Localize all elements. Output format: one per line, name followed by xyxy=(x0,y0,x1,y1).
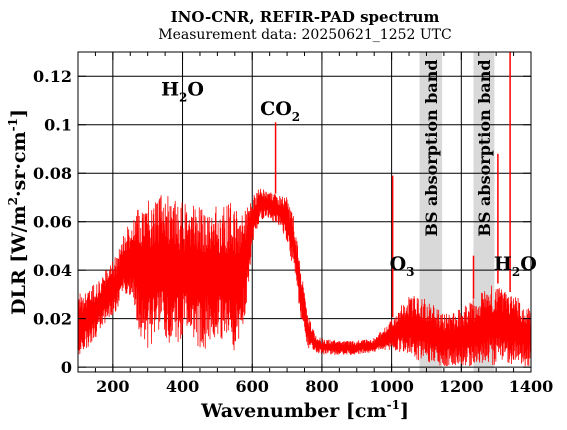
x-axis-title-main: Wavenumber [cm xyxy=(200,400,387,422)
x-tick-label-6: 1200 xyxy=(439,377,484,396)
y-tick-label-6: 0.1 xyxy=(44,116,72,135)
spectrum-line-1 xyxy=(77,188,532,367)
y-axis-ticks: 0 0.02 0.04 0.06 0.08 0.1 0.12 xyxy=(33,67,531,377)
annotation-4-main: H xyxy=(494,253,512,275)
annotation-1-main: H xyxy=(161,79,179,101)
x-axis-title-close: ] xyxy=(400,400,409,422)
y-axis-title: DLR [W/m2·sr·cm-1] xyxy=(6,109,30,315)
y-axis-title-part1: DLR [W/m xyxy=(8,205,30,315)
x-tick-label-1: 200 xyxy=(96,377,129,396)
x-tick-label-7: 1400 xyxy=(509,377,554,396)
x-tick-label-5: 1000 xyxy=(369,377,414,396)
chart-subtitle: Measurement data: 20250621_1252 UTC xyxy=(158,27,451,43)
y-tick-label-5: 0.08 xyxy=(33,164,72,183)
y-tick-label-4: 0.06 xyxy=(33,213,72,232)
x-tick-label-4: 800 xyxy=(305,377,338,396)
annotation-2: CO2 xyxy=(260,98,300,124)
annotation-4-tail: O xyxy=(520,253,537,275)
x-axis-ticks: 200 400 600 800 1000 1200 1400 xyxy=(77,52,554,396)
y-axis-title-superscript2: -1 xyxy=(6,118,20,131)
annotation-3-main: O xyxy=(390,253,407,275)
y-axis-title-part2: ·sr·cm xyxy=(8,131,30,197)
annotation-4-subscript: 2 xyxy=(512,265,520,279)
y-tick-label-1: 0 xyxy=(61,358,72,377)
band-label-1: BS absorption band xyxy=(422,59,441,236)
annotation-1: H2O xyxy=(161,79,204,105)
y-axis-title-superscript1: 2 xyxy=(6,197,20,205)
y-tick-label-7: 0.12 xyxy=(33,67,72,86)
y-tick-label-2: 0.02 xyxy=(33,310,72,329)
data-series xyxy=(77,52,532,367)
band-labels: BS absorption band BS absorption band xyxy=(422,59,494,236)
shaded-band-2 xyxy=(473,52,495,372)
annotation-3: O3 xyxy=(390,253,415,279)
x-tick-label-3: 600 xyxy=(236,377,269,396)
annotation-4: H2O xyxy=(494,253,537,279)
annotation-1-tail: O xyxy=(187,79,204,101)
chart-title: INO-CNR, REFIR-PAD spectrum xyxy=(171,8,440,26)
shaded-bands xyxy=(419,52,495,372)
annotation-2-subscript: 2 xyxy=(292,110,300,124)
annotation-2-main: CO xyxy=(260,98,292,120)
x-tick-label-2: 400 xyxy=(166,377,199,396)
annotation-1-subscript: 2 xyxy=(179,91,187,105)
y-tick-label-3: 0.04 xyxy=(33,261,72,280)
x-axis-title-superscript: -1 xyxy=(387,398,400,412)
annotation-3-subscript: 3 xyxy=(406,265,414,279)
y-axis-title-close: ] xyxy=(8,109,30,118)
x-axis-title: Wavenumber [cm-1] xyxy=(200,398,409,422)
band-label-2: BS absorption band xyxy=(475,59,494,236)
shaded-band-1 xyxy=(419,52,443,372)
